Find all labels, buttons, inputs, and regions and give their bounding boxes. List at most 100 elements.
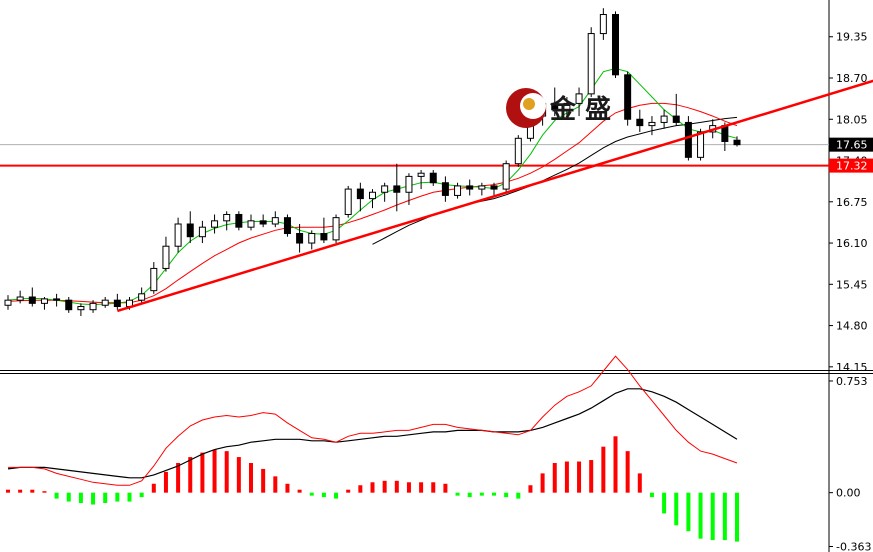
macd-bar-positive [382, 480, 387, 493]
candle-body-down [235, 213, 243, 228]
macd-bar-positive [297, 489, 302, 493]
macd-bar-positive [224, 451, 229, 493]
macd-bar-negative [321, 492, 326, 498]
macd-bar-negative [115, 492, 120, 502]
candle [393, 163, 401, 212]
candle-body-down [113, 299, 121, 308]
candle [53, 293, 61, 307]
current-price-tag-bg [829, 137, 873, 152]
candle [259, 214, 267, 228]
candle-body-up [198, 226, 206, 238]
candle-body-down [733, 139, 741, 146]
macd-bar-positive [188, 457, 193, 493]
candle [441, 176, 449, 202]
macd-bar-negative [309, 492, 314, 496]
candle-body-up [308, 233, 316, 244]
candle [636, 109, 644, 132]
candle [271, 211, 279, 228]
macd-bar-positive [151, 483, 156, 493]
candle [247, 214, 255, 231]
macd-bar-positive [176, 463, 181, 493]
macd-bar-negative [710, 492, 715, 541]
macd-bar-positive [577, 461, 582, 493]
current-price-tag: 17.65 [829, 137, 873, 152]
signal-line [8, 355, 738, 486]
candle [65, 297, 73, 313]
macd-tick-label: 0.00 [836, 487, 861, 500]
price-tags: 17.65 17.32 [829, 137, 873, 173]
candle [283, 214, 291, 237]
logo-core [523, 98, 535, 110]
candle [563, 97, 571, 120]
macd-bar-negative [735, 492, 739, 542]
candle [138, 287, 146, 304]
macd-bar-negative [674, 492, 679, 526]
macd-bar-positive [443, 483, 448, 493]
macd-bar-positive [236, 457, 241, 493]
candle [296, 224, 304, 253]
ma-slow-line [372, 116, 738, 245]
macd-bar-positive [370, 482, 375, 493]
macd-bar-negative [91, 492, 96, 505]
macd-bar-positive [6, 489, 10, 493]
macd-tick-label: -0.363 [836, 541, 871, 552]
price-tick-label: 14.80 [836, 320, 868, 333]
price-tick-label: 18.70 [836, 72, 868, 85]
candle-body-up [150, 267, 158, 292]
macd-bar-positive [601, 446, 606, 493]
candle [101, 297, 109, 308]
candle-body-down [65, 299, 73, 311]
macd-bar-negative [516, 492, 521, 499]
support-price-tag-bg [829, 158, 873, 173]
candle [369, 189, 376, 209]
candle [490, 182, 498, 196]
macd-bar-positive [394, 480, 399, 493]
candle-body-down [296, 233, 304, 244]
macd-bar-negative [455, 492, 460, 496]
macd-bar-negative [662, 492, 667, 514]
macd-bar-positive [18, 489, 23, 493]
macd-bar-negative [722, 492, 727, 541]
candle-body-down [684, 121, 692, 158]
candle [320, 217, 328, 244]
macd-bar-negative [103, 492, 108, 504]
candle [405, 173, 413, 205]
candle [429, 170, 437, 186]
candle-body-up [369, 191, 376, 200]
candle-body-down [612, 14, 619, 76]
candle [478, 182, 486, 196]
candle [733, 136, 741, 147]
support-price-tag-label: 17.32 [836, 160, 868, 173]
macd-bar-positive [249, 463, 253, 493]
macd-bar-positive [528, 485, 533, 493]
macd-bar-negative [698, 492, 703, 539]
candle-body-up [271, 217, 279, 225]
price-tick-label: 19.35 [836, 31, 868, 44]
candle-body-up [381, 185, 389, 193]
candle-body-down [53, 298, 61, 301]
candle-body-up [344, 188, 352, 215]
candle-body-up [587, 33, 595, 95]
candle-body-up [563, 102, 571, 111]
macd-bar-negative [334, 492, 339, 499]
candle [40, 297, 48, 310]
candle-body-up [697, 131, 705, 158]
candle-body-up [514, 137, 522, 165]
macd-bar-positive [346, 489, 351, 493]
macd-bar-positive [273, 476, 278, 493]
candle [612, 11, 619, 78]
candle-body-up [77, 306, 85, 311]
candle [308, 230, 316, 250]
candle [575, 87, 583, 117]
macd-bar-positive [285, 483, 290, 493]
candle [672, 93, 680, 126]
macd-line [7, 388, 738, 479]
candle [28, 287, 36, 307]
candle [648, 116, 656, 136]
candle-body-up [599, 14, 607, 35]
candle-body-down [441, 182, 449, 196]
macd-bar-positive [625, 451, 630, 493]
candle-body-down [490, 185, 498, 190]
macd-bar-negative [127, 492, 132, 502]
